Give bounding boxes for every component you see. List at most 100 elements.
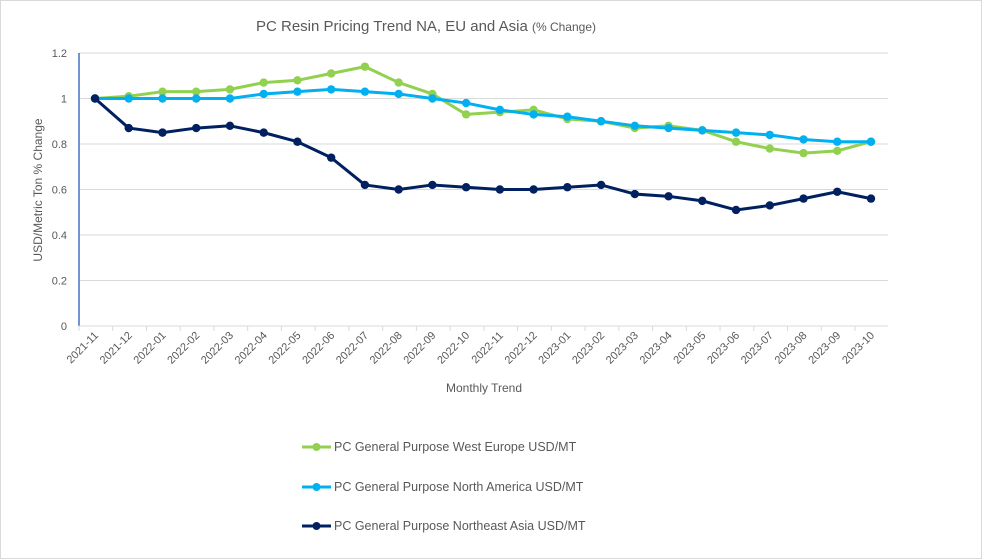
series-line xyxy=(94,65,872,155)
x-tick-label: 2022-08 xyxy=(368,330,405,367)
data-point xyxy=(630,189,640,199)
x-tick-label: 2022-09 xyxy=(401,330,438,367)
data-point xyxy=(326,85,336,94)
x-tick-label: 2023-05 xyxy=(671,330,708,367)
data-point xyxy=(529,185,538,194)
legend-label: PC General Purpose West Europe USD/MT xyxy=(334,440,577,454)
data-point xyxy=(225,85,235,94)
gridlines xyxy=(79,52,888,281)
data-point xyxy=(630,121,640,130)
data-point xyxy=(799,148,808,158)
data-point xyxy=(394,78,403,87)
series-line xyxy=(95,87,871,144)
data-point xyxy=(563,112,572,121)
data-point xyxy=(428,94,437,103)
y-tick-label: 0.2 xyxy=(52,276,67,288)
chart-title-main: PC Resin Pricing Trend NA, EU and Asia xyxy=(256,18,528,35)
x-tick-label: 2021-12 xyxy=(98,330,135,367)
data-point xyxy=(731,205,741,215)
y-tick-label: 0.6 xyxy=(52,185,67,197)
data-point xyxy=(428,180,437,190)
data-point xyxy=(326,69,336,78)
data-point xyxy=(461,183,471,192)
data-point xyxy=(461,110,471,119)
data-point xyxy=(90,94,100,103)
data-point xyxy=(866,137,876,146)
data-point xyxy=(259,78,268,87)
x-tick-label: 2022-01 xyxy=(132,330,169,367)
data-point xyxy=(394,185,403,194)
x-axis-ticks: 2021-112021-122022-012022-022022-032022-… xyxy=(65,326,877,367)
x-tick-label: 2023-08 xyxy=(773,330,810,367)
data-point xyxy=(664,192,673,201)
data-point xyxy=(225,94,235,103)
x-tick-label: 2023-09 xyxy=(806,330,843,367)
legend-item: PC General Purpose West Europe USD/MT xyxy=(302,440,577,454)
data-point xyxy=(596,117,606,126)
data-point xyxy=(293,76,302,85)
series-2 xyxy=(90,94,876,215)
x-tick-label: 2022-07 xyxy=(334,330,371,367)
data-point xyxy=(765,201,774,210)
x-tick-label: 2022-12 xyxy=(503,330,540,367)
x-tick-label: 2022-03 xyxy=(199,330,236,367)
data-point xyxy=(664,123,673,133)
data-point xyxy=(326,153,336,162)
data-point xyxy=(124,94,133,103)
data-point xyxy=(731,128,741,137)
y-tick-label: 1 xyxy=(61,94,67,106)
data-point xyxy=(293,137,302,146)
data-point xyxy=(563,183,572,192)
data-point xyxy=(529,110,538,119)
data-point xyxy=(158,128,167,137)
data-point xyxy=(394,89,403,99)
x-tick-label: 2023-07 xyxy=(739,330,776,367)
y-tick-label: 0.8 xyxy=(52,139,67,151)
data-point xyxy=(833,187,842,196)
y-axis-ticks: 0 0.2 0.4 0.6 0.8 1 1.2 xyxy=(52,48,67,333)
legend-label: PC General Purpose North America USD/MT xyxy=(334,480,584,494)
data-point xyxy=(731,137,741,146)
data-point xyxy=(495,185,505,194)
y-tick-label: 1.2 xyxy=(52,48,67,60)
data-point xyxy=(158,87,167,96)
x-tick-label: 2022-05 xyxy=(267,330,304,367)
series-1 xyxy=(90,85,876,146)
data-point xyxy=(259,128,268,137)
data-point xyxy=(360,62,370,71)
data-point xyxy=(698,126,707,135)
legend-marker xyxy=(312,522,321,530)
data-point xyxy=(461,98,471,108)
series-0 xyxy=(90,62,876,158)
data-point xyxy=(765,130,774,140)
legend: PC General Purpose West Europe USD/MT PC … xyxy=(302,440,586,533)
data-point xyxy=(765,144,774,153)
legend-label: PC General Purpose Northeast Asia USD/MT xyxy=(334,519,586,533)
data-point xyxy=(259,89,268,99)
legend-item: PC General Purpose North America USD/MT xyxy=(302,480,584,494)
x-tick-label: 2022-04 xyxy=(233,330,270,367)
x-tick-label: 2022-02 xyxy=(165,330,202,367)
x-tick-label: 2022-11 xyxy=(470,330,506,366)
x-tick-label: 2022-06 xyxy=(300,330,337,367)
data-point xyxy=(596,180,606,190)
data-point xyxy=(360,180,370,190)
data-point xyxy=(158,94,167,103)
data-point xyxy=(698,196,707,206)
data-point xyxy=(124,123,133,133)
x-tick-label: 2023-02 xyxy=(570,330,607,367)
data-point xyxy=(360,87,370,96)
data-point xyxy=(192,123,201,133)
chart-title: PC Resin Pricing Trend NA, EU and Asia (… xyxy=(0,18,852,35)
data-point xyxy=(833,146,842,156)
data-point xyxy=(833,137,842,146)
data-point xyxy=(495,105,505,115)
series-line xyxy=(94,97,872,212)
x-tick-label: 2022-10 xyxy=(435,330,472,367)
x-tick-label: 2023-04 xyxy=(638,330,675,367)
x-tick-label: 2023-03 xyxy=(604,330,641,367)
data-point xyxy=(799,194,808,203)
data-point xyxy=(799,135,808,144)
chart-title-suffix: (% Change) xyxy=(531,20,596,34)
y-tick-label: 0 xyxy=(61,321,67,333)
